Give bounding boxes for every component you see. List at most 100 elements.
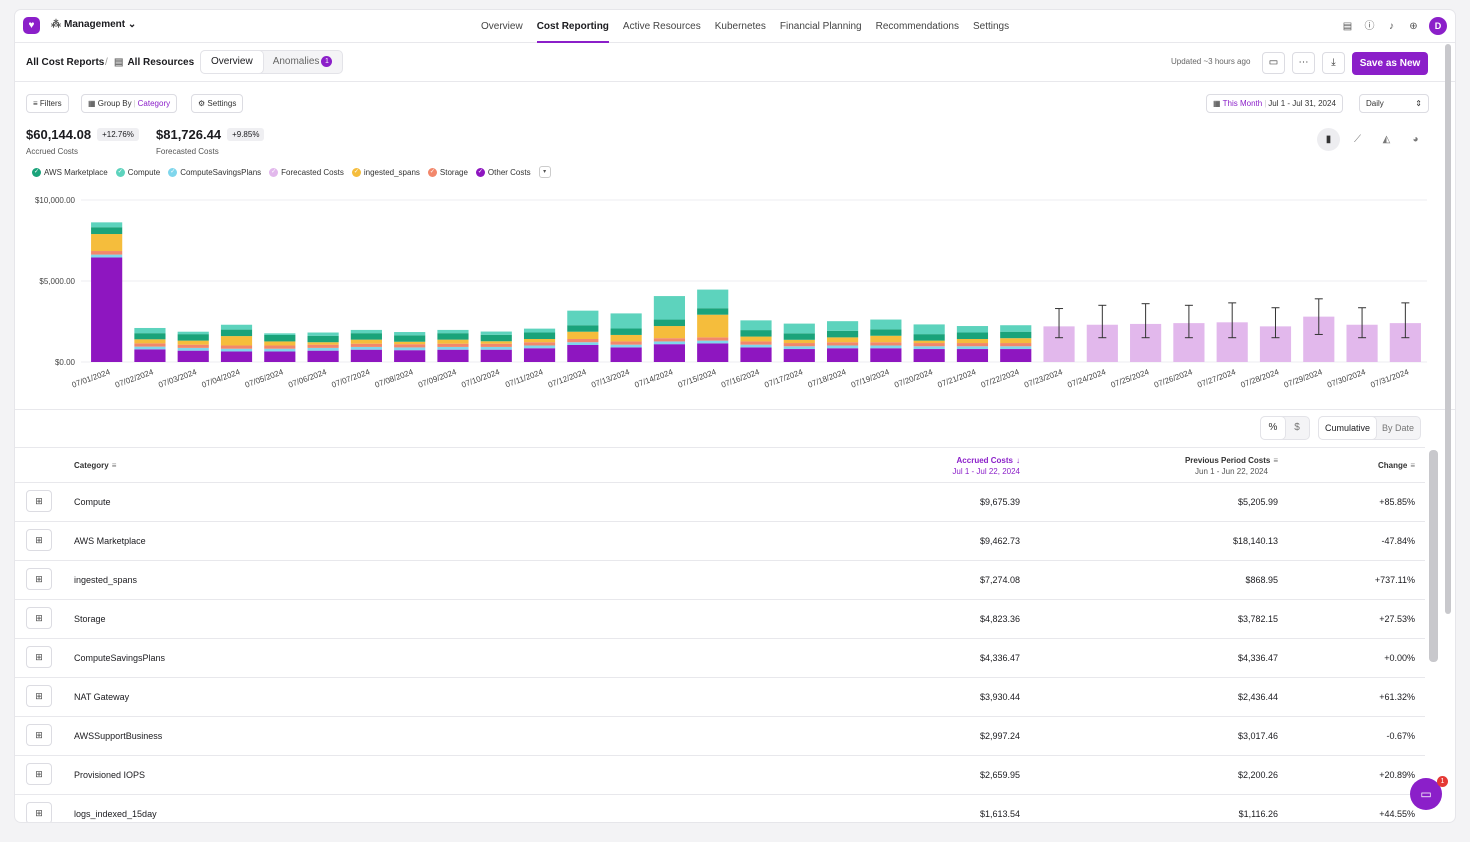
anomaly-count-badge: 1 xyxy=(321,56,333,67)
plus-circle-icon[interactable]: ⊕ xyxy=(1409,20,1418,32)
row-chart-button[interactable]: ⊞ xyxy=(26,607,52,629)
group-by-button[interactable]: ▦ Group By | Category xyxy=(81,94,178,113)
bar-segment xyxy=(394,347,426,351)
nav-link-overview[interactable]: Overview xyxy=(481,21,523,32)
row-previous: $5,205.99 xyxy=(1237,497,1278,507)
nav-link-financial-planning[interactable]: Financial Planning xyxy=(779,21,862,32)
line-chart-icon[interactable]: ⟋ xyxy=(1354,134,1361,145)
document-icon[interactable]: ▤ xyxy=(1342,20,1353,32)
comment-button[interactable]: ▭ xyxy=(1262,52,1285,74)
legend-expand-icon[interactable]: ▾ xyxy=(538,166,551,178)
bar-chart-icon[interactable]: ▮ xyxy=(1317,128,1340,151)
forecasted-costs-label: Forecasted Costs xyxy=(156,147,219,156)
percent-toggle[interactable]: % xyxy=(1261,417,1285,439)
row-chart-button[interactable]: ⊞ xyxy=(26,529,52,551)
row-chart-button[interactable]: ⊞ xyxy=(26,724,52,746)
row-previous: $3,017.46 xyxy=(1237,731,1278,741)
legend-item[interactable]: ✓ ingested_spans xyxy=(351,167,420,177)
more-button[interactable]: ⋯ xyxy=(1292,52,1315,74)
page-scrollbar[interactable] xyxy=(1444,44,1452,614)
org-tree-icon: ⁂ xyxy=(51,19,61,30)
bar-segment xyxy=(913,334,945,341)
by-date-toggle[interactable]: By Date xyxy=(1382,423,1415,433)
bar-segment xyxy=(913,324,945,335)
row-chart-button[interactable]: ⊞ xyxy=(26,802,52,822)
bar-segment xyxy=(220,336,253,346)
bar-segment xyxy=(740,347,772,362)
nav-link-recommendations[interactable]: Recommendations xyxy=(875,21,959,32)
bar-segment xyxy=(567,338,599,343)
table-row[interactable]: ⊞ AWS Marketplace $9,462.73 $18,140.13 -47.8… xyxy=(15,522,1425,561)
table-scrollbar[interactable] xyxy=(1429,450,1438,662)
nav-link-active-resources[interactable]: Active Resources xyxy=(622,21,701,32)
save-as-new-button[interactable]: Save as New xyxy=(1352,52,1428,75)
page-scrollbar-thumb[interactable] xyxy=(1445,44,1451,614)
column-accrued[interactable]: Accrued Costs ↓ Jul 1 - Jul 22, 2024 xyxy=(952,456,1020,476)
bar-segment xyxy=(264,351,296,362)
table-row[interactable]: ⊞ AWSSupportBusiness $2,997.24 $3,017.46 -0.… xyxy=(15,717,1425,756)
cumulative-toggle[interactable]: Cumulative xyxy=(1319,417,1377,439)
legend-item[interactable]: ✓ AWS Marketplace xyxy=(32,167,108,177)
bar-segment xyxy=(870,345,902,349)
cost-table-body: ⊞ Compute $9,675.39 $5,205.99 +85.85% ⊞ AWS Ma… xyxy=(15,483,1425,822)
nav-link-settings[interactable]: Settings xyxy=(972,21,1010,32)
legend-item[interactable]: ✓ Storage xyxy=(427,167,468,177)
bar-segment xyxy=(956,338,989,344)
x-tick-label: 07/18/2024 xyxy=(807,367,848,389)
column-change[interactable]: Change ≡ xyxy=(1378,461,1415,470)
breadcrumb-all-resources[interactable]: ▤ All Resources xyxy=(114,57,194,68)
bar-segment xyxy=(523,338,556,343)
legend-item[interactable]: ✓ Other Costs xyxy=(475,167,531,177)
settings-button[interactable]: ⚙ Settings xyxy=(191,94,244,113)
bar-segment xyxy=(177,331,209,335)
filters-button[interactable]: ≡ Filters xyxy=(26,94,69,113)
bar-segment xyxy=(307,332,339,336)
column-previous-label: Previous Period Costs xyxy=(1184,456,1271,465)
bar-segment xyxy=(394,350,426,362)
chat-button[interactable]: ▭ xyxy=(1410,778,1442,810)
bar-segment xyxy=(177,334,209,341)
column-previous[interactable]: Previous Period Costs ≡ Jun 1 - Jun 22, 20… xyxy=(1185,456,1278,476)
column-category[interactable]: Category ≡ xyxy=(74,461,116,470)
dollar-toggle[interactable]: $ xyxy=(1294,422,1300,433)
tab-overview[interactable]: Overview xyxy=(201,51,263,73)
table-row[interactable]: ⊞ Compute $9,675.39 $5,205.99 +85.85% xyxy=(15,483,1425,522)
table-row[interactable]: ⊞ ingested_spans $7,274.08 $868.95 +737.11% xyxy=(15,561,1425,600)
table-row[interactable]: ⊞ ComputeSavingsPlans $4,336.47 $4,336.47 +0… xyxy=(15,639,1425,678)
bar-segment xyxy=(783,339,815,344)
download-button[interactable]: ⤓ xyxy=(1322,52,1345,74)
org-switcher[interactable]: ⁂ Management ⌄ xyxy=(51,19,136,30)
row-chart-button[interactable]: ⊞ xyxy=(26,568,52,590)
avatar[interactable]: D xyxy=(1429,17,1447,35)
legend-item[interactable]: ✓ ComputeSavingsPlans xyxy=(168,167,261,177)
row-chart-button[interactable]: ⊞ xyxy=(26,646,52,668)
tab-anomalies[interactable]: Anomalies 1 xyxy=(263,51,343,73)
pie-chart-icon[interactable]: ◕ xyxy=(1412,134,1419,145)
bar-segment xyxy=(567,331,599,339)
legend-item[interactable]: ✓ Compute xyxy=(115,167,160,177)
table-row[interactable]: ⊞ Provisioned IOPS $2,659.95 $2,200.26 +20.8… xyxy=(15,756,1425,795)
table-row[interactable]: ⊞ NAT Gateway $3,930.44 $2,436.44 +61.32% xyxy=(15,678,1425,717)
bar-segment xyxy=(437,349,469,362)
logo-icon[interactable]: ♥ xyxy=(23,17,40,34)
breadcrumb-all-reports[interactable]: All Cost Reports xyxy=(26,57,105,68)
row-chart-button[interactable]: ⊞ xyxy=(26,685,52,707)
bar-segment xyxy=(1000,331,1032,339)
help-icon[interactable]: ⓘ xyxy=(1364,20,1375,32)
area-chart-icon[interactable]: ◭ xyxy=(1382,134,1391,145)
row-change: +44.55% xyxy=(1379,809,1415,819)
table-row[interactable]: ⊞ logs_indexed_15day $1,613.54 $1,116.26 +44… xyxy=(15,795,1425,822)
nav-link-cost-reporting[interactable]: Cost Reporting xyxy=(536,10,609,43)
row-chart-button[interactable]: ⊞ xyxy=(26,763,52,785)
bar-segment xyxy=(437,333,469,340)
date-range-picker[interactable]: ▦ This Month | Jul 1 - Jul 31, 2024 xyxy=(1206,94,1343,113)
row-chart-button[interactable]: ⊞ xyxy=(26,490,52,512)
granularity-select[interactable]: Daily ⇕ xyxy=(1359,94,1429,113)
bell-icon[interactable]: ♪ xyxy=(1389,20,1394,32)
bar-segment xyxy=(653,326,686,339)
nav-link-kubernetes[interactable]: Kubernetes xyxy=(714,21,766,32)
column-category-label: Category xyxy=(74,461,109,470)
table-row[interactable]: ⊞ Storage $4,823.36 $3,782.15 +27.53% xyxy=(15,600,1425,639)
legend-item[interactable]: ✓ Forecasted Costs xyxy=(269,167,344,177)
